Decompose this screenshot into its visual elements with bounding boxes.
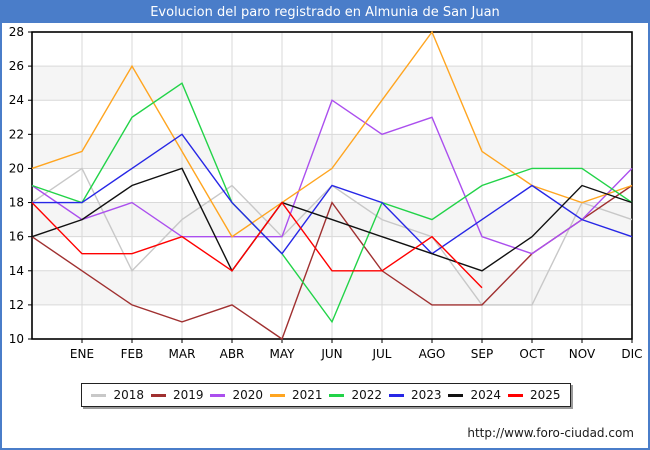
y-tick-label: 26 [9, 59, 24, 73]
x-tick-label: JUL [371, 347, 391, 361]
y-tick-label: 14 [9, 264, 24, 278]
legend-box: 2018 2019 2020 2021 2022 2023 2024 2025 [81, 383, 571, 407]
legend-swatch-2023 [388, 393, 404, 397]
y-tick-label: 28 [9, 25, 24, 39]
x-tick-label: MAY [270, 347, 296, 361]
legend-swatch-2018 [91, 393, 107, 397]
y-tick-label: 24 [9, 93, 24, 107]
x-tick-label: OCT [519, 347, 545, 361]
legend-item-2025: 2025 [507, 388, 561, 402]
legend-item-2021: 2021 [269, 388, 323, 402]
series-line-2024 [31, 167, 633, 273]
chart-title: Evolucion del paro registrado en Almunia… [2, 2, 648, 23]
x-tick-label: SEP [471, 347, 493, 361]
footer-url: http://www.foro-ciudad.com [467, 426, 634, 440]
legend-item-2018: 2018 [91, 388, 144, 402]
legend-label: 2023 [410, 388, 442, 402]
legend-label: 2019 [172, 388, 204, 402]
x-tick-label: ABR [220, 347, 245, 361]
legend-label: 2020 [232, 388, 264, 402]
x-tick-label: MAR [169, 347, 196, 361]
legend-label: 2021 [291, 388, 323, 402]
series-line-2020 [31, 99, 633, 255]
y-tick-label: 22 [9, 127, 24, 141]
legend-label: 2022 [351, 388, 383, 402]
series-line-2023 [32, 133, 633, 255]
y-tick-label: 16 [9, 230, 24, 244]
x-tick-label: NOV [569, 347, 596, 361]
legend-label: 2025 [529, 388, 561, 402]
x-tick-label: JUN [320, 347, 342, 361]
y-tick-label: 20 [9, 161, 24, 175]
legend-swatch-2024 [448, 393, 464, 397]
legend-label: 2024 [470, 388, 502, 402]
legend-swatch-2022 [329, 393, 345, 397]
chart-svg: 10 12 14 16 18 20 22 24 26 28 ENE FEB MAR ABR MAY JUN JU… [9, 25, 643, 361]
chart-area: 10 12 14 16 18 20 22 24 26 28 ENE FEB MAR ABR MAY JUN JU… [2, 23, 648, 368]
legend-item-2024: 2024 [448, 388, 501, 402]
series-line-2025 [31, 201, 483, 289]
legend-swatch-2025 [507, 393, 523, 397]
y-tick-label: 10 [9, 332, 24, 346]
x-tick-label: AGO [419, 347, 446, 361]
x-tick-label: ENE [70, 347, 94, 361]
legend-swatch-2020 [210, 393, 226, 397]
legend-item-2019: 2019 [150, 388, 204, 402]
legend-swatch-2019 [150, 393, 166, 397]
y-tick-label: 18 [9, 196, 24, 210]
x-tick-label: DIC [621, 347, 642, 361]
y-tick-label: 12 [9, 298, 24, 312]
series-line-2022 [31, 82, 633, 324]
legend-item-2023: 2023 [388, 388, 442, 402]
legend-swatch-2021 [269, 393, 285, 397]
legend-item-2020: 2020 [210, 388, 263, 402]
legend-label: 2018 [113, 388, 145, 402]
legend-item-2022: 2022 [329, 388, 382, 402]
x-tick-label: FEB [121, 347, 144, 361]
